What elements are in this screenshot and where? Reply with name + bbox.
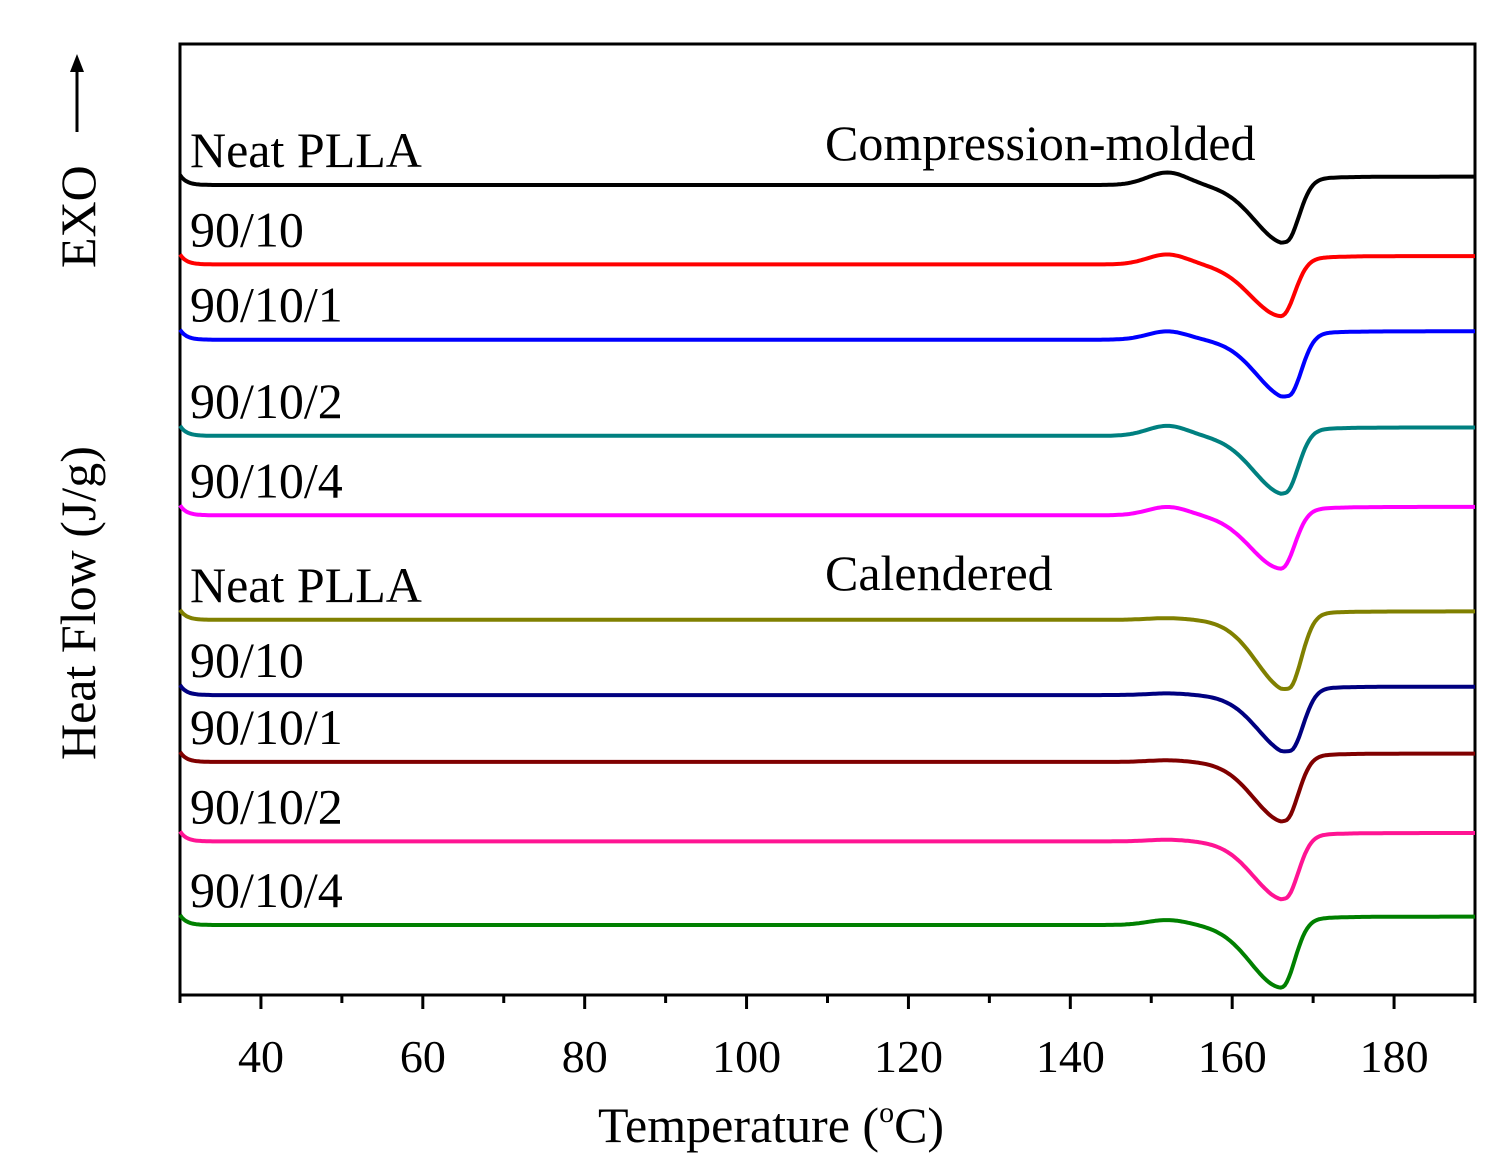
series-line — [178, 608, 1475, 691]
x-tick-label: 140 — [1036, 1031, 1105, 1082]
series-label: 90/10/2 — [190, 778, 343, 834]
x-tick-label: 120 — [874, 1031, 943, 1082]
series-line — [178, 750, 1475, 824]
series-line — [178, 252, 1475, 319]
series-label: 90/10/1 — [190, 699, 343, 755]
series-label: 90/10 — [190, 632, 304, 688]
x-axis-ticks — [178, 995, 1477, 1009]
series-label: Neat PLLA — [190, 557, 422, 613]
exo-label: EXO — [50, 165, 106, 268]
series-labels: Neat PLLA 90/10 90/10/1 90/10/2 90/10/4 Neat … — [190, 122, 422, 918]
series-line — [178, 830, 1475, 902]
series-label: 90/10/4 — [190, 862, 343, 918]
series-curves — [178, 170, 1475, 990]
series-label: 90/10 — [190, 201, 304, 257]
series-line — [178, 170, 1475, 245]
x-tick-label: 160 — [1198, 1031, 1267, 1082]
exo-arrow — [70, 54, 84, 132]
series-label: 90/10/2 — [190, 373, 343, 429]
series-label: 90/10/1 — [190, 277, 343, 333]
series-label: 90/10/4 — [190, 452, 343, 508]
group-label-calendered: Calendered — [825, 545, 1053, 601]
x-axis-title-superscript: o — [879, 1096, 894, 1129]
x-tick-label: 100 — [712, 1031, 781, 1082]
x-axis-tick-labels: 40 60 80 100 120 140 160 180 — [238, 1031, 1429, 1082]
x-axis-title: Temperature (oC) — [598, 1096, 944, 1153]
x-tick-label: 80 — [562, 1031, 608, 1082]
series-line — [178, 328, 1475, 399]
series-label: Neat PLLA — [190, 122, 422, 178]
x-tick-label: 60 — [400, 1031, 446, 1082]
series-line — [178, 913, 1475, 990]
x-tick-label: 40 — [238, 1031, 284, 1082]
group-label-compression-molded: Compression-molded — [825, 115, 1256, 171]
series-line — [178, 683, 1475, 754]
series-line — [178, 423, 1475, 496]
x-tick-label: 180 — [1360, 1031, 1429, 1082]
series-line — [178, 504, 1475, 571]
y-axis-title: Heat Flow (J/g) — [50, 446, 106, 760]
